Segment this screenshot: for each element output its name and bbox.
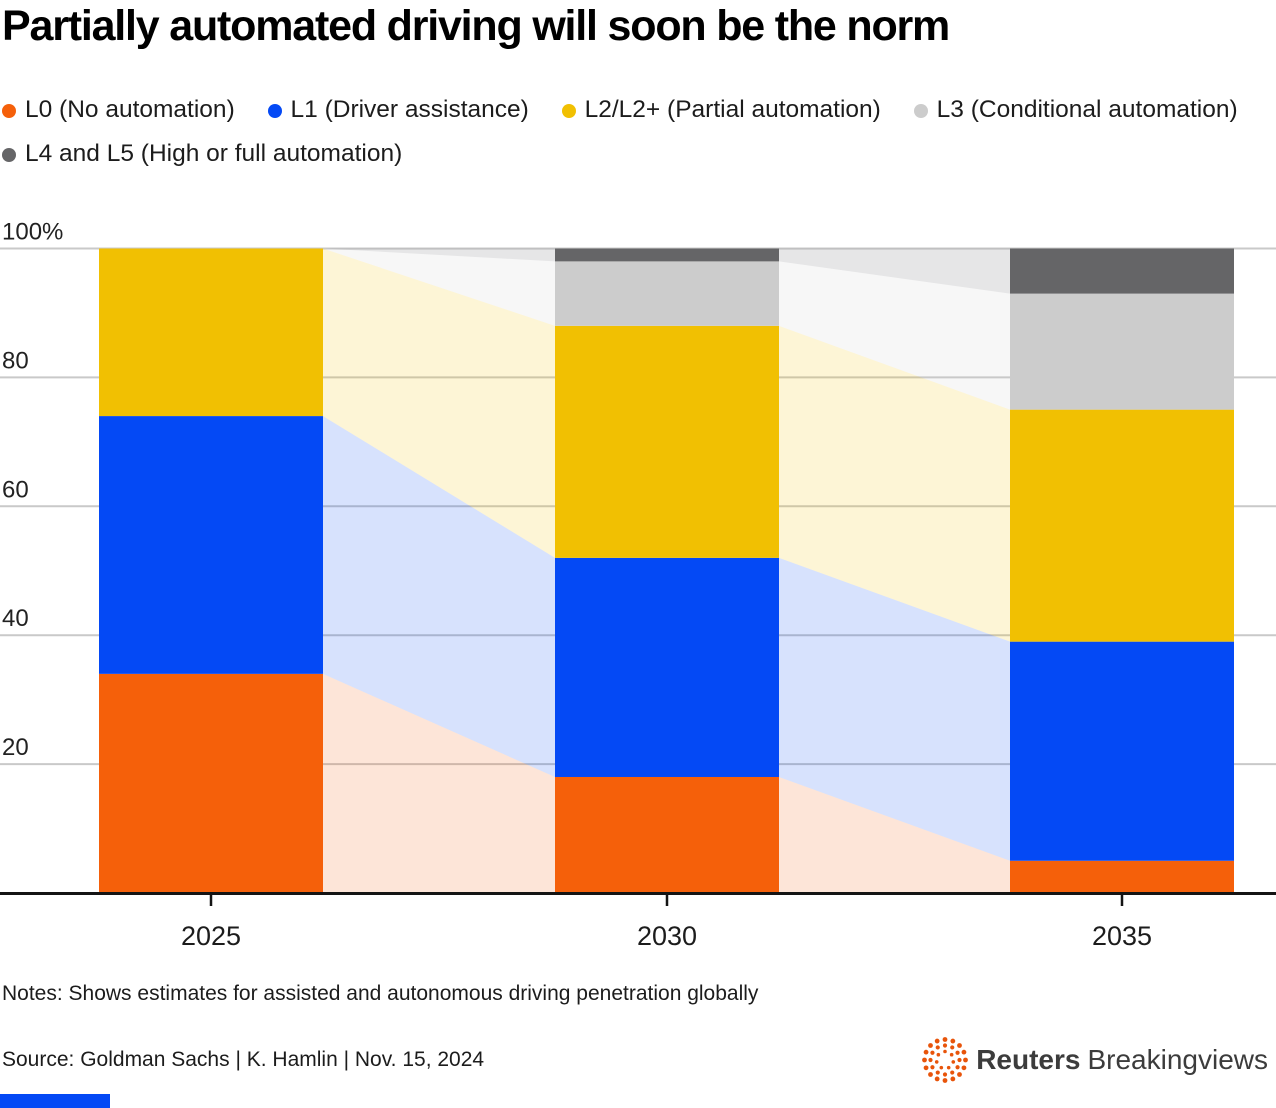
bar-segment — [1010, 860, 1234, 893]
x-axis-tick — [209, 895, 213, 906]
logo-dot — [922, 1057, 928, 1063]
bar-segment — [555, 325, 779, 558]
logo-dot — [961, 1065, 967, 1071]
y-axis-label: 100% — [2, 219, 63, 246]
legend-item-l2: L2/L2+ (Partial automation) — [561, 96, 881, 123]
logo-dot — [935, 1045, 941, 1050]
logo-dot — [942, 1078, 948, 1083]
bar-segment — [1010, 293, 1234, 410]
legend-dot-l1-icon — [267, 104, 282, 118]
stacked-bar-chart: 100% 80 60 40 20 2025 2030 2035 — [0, 219, 1276, 951]
logo-dot — [934, 1076, 940, 1082]
logo-dot — [935, 1070, 941, 1075]
x-axis-tick — [1120, 895, 1124, 906]
area-connector — [323, 416, 555, 777]
legend-item-l4l5: L4 and L5 (High or full automation) — [2, 140, 402, 167]
bar-segment — [99, 416, 323, 674]
x-axis — [0, 892, 1276, 895]
area-connector — [779, 325, 1010, 642]
reuters-dotted-circle-icon — [922, 1037, 969, 1083]
logo-dot — [950, 1076, 956, 1082]
legend-dot-l0-icon — [2, 104, 16, 118]
bar-segment — [99, 673, 323, 893]
chart-title: Partially automated driving will soon be… — [2, 2, 950, 50]
area-connector — [779, 776, 1010, 893]
legend-label-l3: L3 (Conditional automation) — [936, 96, 1238, 123]
logo-dot — [928, 1072, 934, 1077]
legend-dot-l4l5-icon — [2, 148, 16, 162]
breakingviews-accent-bar — [0, 1094, 110, 1108]
legend-item-l0: L0 (No automation) — [2, 96, 235, 123]
legend-dot-l3-icon — [913, 104, 928, 118]
y-axis-label: 40 — [2, 605, 29, 632]
area-connector — [779, 261, 1010, 410]
chart-source: Source: Goldman Sachs | K. Hamlin | Nov.… — [2, 1048, 485, 1071]
logo-dot — [957, 1072, 963, 1077]
chart-legend: L0 (No automation) L1 (Driver assistance… — [2, 88, 1272, 176]
logo-dot — [951, 1060, 956, 1064]
legend-label-l2: L2/L2+ (Partial automation) — [584, 96, 881, 123]
logo-dot — [947, 1065, 951, 1070]
y-axis-label: 60 — [2, 476, 29, 503]
bar-segment — [555, 261, 779, 326]
logo-dot — [950, 1045, 955, 1050]
legend-label-l1: L1 (Driver assistance) — [290, 96, 529, 123]
logo-dot — [923, 1049, 929, 1055]
legend-label-l4l5: L4 and L5 (High or full automation) — [25, 140, 403, 167]
bar-segment — [1010, 248, 1234, 294]
legend-dot-l2-icon — [561, 104, 576, 118]
logo-dot — [943, 1072, 948, 1077]
logo-dot — [957, 1057, 962, 1063]
logo-dot — [942, 1037, 948, 1042]
logo-dot — [939, 1065, 944, 1070]
logo-dot — [957, 1043, 963, 1048]
logo-dot — [950, 1052, 954, 1057]
area-connector — [779, 248, 1010, 294]
reuters-breakingviews-logo: Reuters Breakingviews — [922, 1036, 1268, 1084]
logo-dot — [943, 1043, 948, 1048]
logo-dot — [955, 1050, 960, 1055]
bar-segment — [1010, 641, 1234, 861]
y-axis-label: 80 — [2, 347, 29, 374]
bar-segment — [555, 248, 779, 262]
x-axis-label: 2035 — [1092, 921, 1152, 951]
x-axis-label: 2025 — [181, 921, 241, 951]
y-axis-label: 20 — [2, 734, 29, 761]
area-connector — [779, 557, 1010, 861]
x-axis-tick — [665, 895, 669, 906]
legend-item-l1: L1 (Driver assistance) — [267, 96, 529, 123]
x-axis-label: 2030 — [637, 921, 697, 951]
logo-dot — [950, 1038, 956, 1044]
bar-segment — [555, 557, 779, 777]
logo-dot — [923, 1065, 929, 1071]
bar-segment — [1010, 409, 1234, 642]
bar-segment — [555, 776, 779, 893]
area-connector — [323, 673, 555, 893]
logo-dot — [943, 1049, 948, 1054]
reuters-wordmark: Reuters — [976, 1044, 1081, 1075]
logo-dot — [963, 1057, 969, 1063]
chart-notes: Notes: Shows estimates for assisted and … — [2, 982, 759, 1005]
logo-dot — [936, 1052, 941, 1057]
logo-dot — [930, 1050, 935, 1055]
logo-dot — [935, 1060, 939, 1064]
logo-dot — [961, 1049, 967, 1055]
logo-dot — [950, 1070, 955, 1075]
legend-label-l0: L0 (No automation) — [25, 96, 235, 123]
legend-item-l3: L3 (Conditional automation) — [913, 96, 1238, 123]
logo-dot — [928, 1043, 934, 1048]
bar-segment — [99, 248, 323, 417]
logo-dot — [955, 1065, 960, 1070]
area-connector — [323, 248, 555, 558]
breakingviews-wordmark: Breakingviews — [1087, 1044, 1268, 1075]
logo-dot — [934, 1038, 940, 1044]
area-connector — [323, 248, 555, 262]
logo-dot — [928, 1057, 933, 1063]
logo-dot — [930, 1065, 935, 1070]
